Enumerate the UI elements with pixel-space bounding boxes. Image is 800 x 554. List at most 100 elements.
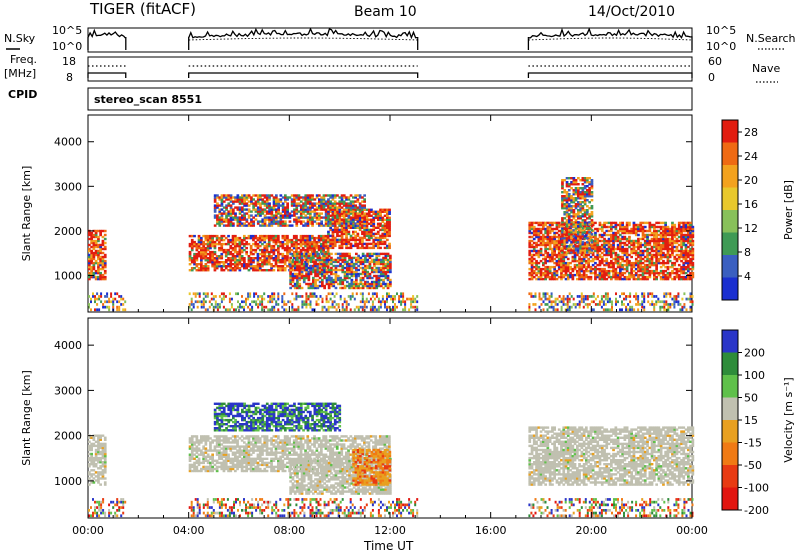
power-cell <box>537 237 541 241</box>
power-cell <box>329 210 332 213</box>
power-cell <box>329 242 332 246</box>
power-cell <box>551 253 554 257</box>
power-cell <box>354 200 357 203</box>
power-cell <box>313 244 316 248</box>
power-cell <box>290 214 294 217</box>
power-cell <box>302 266 306 270</box>
power-cell <box>596 237 600 241</box>
power-cell <box>321 284 324 288</box>
power-cell <box>648 233 652 237</box>
power-noise-cell <box>355 305 358 309</box>
power-cell <box>279 218 283 221</box>
power-cell <box>583 231 587 234</box>
power-cell <box>546 237 550 241</box>
power-cell <box>591 271 595 275</box>
power-cell <box>646 235 649 239</box>
power-cell <box>370 210 373 213</box>
power-cell <box>603 269 606 273</box>
power-cell <box>231 234 235 238</box>
power-cell <box>590 241 594 244</box>
power-cell <box>607 245 611 249</box>
power-cell <box>605 233 609 237</box>
power-cell <box>666 241 670 245</box>
power-cell <box>612 263 615 267</box>
power-cell <box>639 237 643 241</box>
power-cell <box>379 222 382 225</box>
power-echo-region <box>88 229 107 281</box>
power-cell <box>227 240 230 244</box>
power-cell <box>315 212 319 215</box>
power-cell <box>682 269 686 273</box>
power-cell <box>655 239 658 243</box>
power-cell <box>243 265 246 268</box>
power-cell <box>92 251 96 255</box>
power-cell <box>379 246 382 250</box>
power-cell <box>243 212 246 215</box>
power-cell <box>227 194 231 197</box>
power-cell <box>352 226 355 229</box>
power-cell <box>628 241 631 245</box>
power-cell <box>598 263 602 267</box>
power-cell <box>386 282 390 286</box>
power-cell <box>691 235 695 239</box>
power-cell <box>361 210 364 213</box>
power-cell <box>598 259 602 263</box>
nsearch-tick-bottom: 10^0 <box>706 40 736 53</box>
power-cell <box>101 243 105 247</box>
power-cell <box>333 194 337 197</box>
power-cell <box>560 259 563 263</box>
power-cell <box>279 261 282 264</box>
power-cell <box>386 222 389 225</box>
power-cell <box>290 194 294 197</box>
power-cell <box>372 222 376 225</box>
power-cell <box>577 201 580 204</box>
power-cell <box>314 274 317 278</box>
power-cell <box>366 272 369 276</box>
power-cell <box>548 247 552 251</box>
power-cell <box>579 249 582 252</box>
power-cell <box>238 238 242 242</box>
power-cell <box>634 233 638 237</box>
power-cell <box>211 236 214 240</box>
power-cell <box>539 249 543 253</box>
power-cell <box>594 247 597 251</box>
power-cell <box>293 284 297 288</box>
power-cell <box>92 253 96 257</box>
power-cell <box>372 242 376 246</box>
power-cell <box>532 225 536 229</box>
power-cell <box>619 223 622 227</box>
power-noise-cell <box>371 303 374 306</box>
power-cell <box>261 198 265 201</box>
power-cell <box>250 198 253 201</box>
power-cell <box>283 263 287 266</box>
power-cell <box>653 227 656 231</box>
power-cell <box>349 194 353 197</box>
power-cell <box>386 238 389 242</box>
power-cell <box>379 224 382 227</box>
power-cell <box>372 224 376 227</box>
power-cell <box>684 247 688 251</box>
power-cell <box>650 271 654 275</box>
power-cell <box>386 268 390 272</box>
power-cell <box>375 280 379 284</box>
power-cell <box>304 238 307 242</box>
power-cell <box>296 274 299 278</box>
power-noise-cell <box>311 292 314 296</box>
power-cell <box>577 187 580 190</box>
power-noise-cell <box>122 297 125 301</box>
power-cell <box>386 210 389 213</box>
power-cell <box>639 259 643 263</box>
power-noise-cell <box>212 295 215 298</box>
power-cell <box>641 221 645 225</box>
power-cell <box>324 234 328 238</box>
power-cell <box>675 257 679 261</box>
power-cell <box>641 229 645 233</box>
power-cell <box>188 269 192 272</box>
power-cell <box>268 216 271 219</box>
power-cell <box>284 196 287 199</box>
power-cell <box>662 241 665 245</box>
power-cell <box>227 257 230 260</box>
power-cell <box>249 259 253 262</box>
power-noise-cell <box>100 295 103 298</box>
power-cell <box>331 218 335 221</box>
